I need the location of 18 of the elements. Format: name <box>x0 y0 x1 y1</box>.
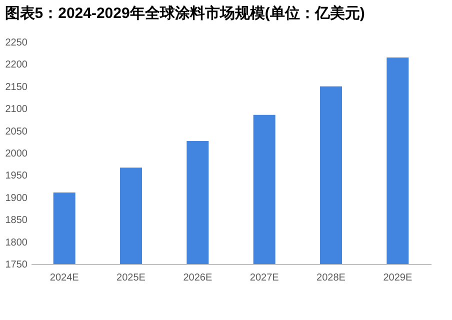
y-tick-label: 2250 <box>5 38 28 48</box>
y-tick-label: 2150 <box>5 82 28 93</box>
x-tick-label: 2029E <box>383 272 412 284</box>
x-tick-label: 2024E <box>50 272 80 284</box>
y-tick-label: 1750 <box>5 260 28 270</box>
x-tick-label: 2025E <box>116 272 146 284</box>
x-tick-label: 2026E <box>183 272 212 284</box>
y-tick-label: 1900 <box>5 192 28 204</box>
y-tick-label: 1950 <box>5 170 28 182</box>
x-tick-label: 2027E <box>250 272 280 284</box>
y-tick-label: 2000 <box>5 148 28 160</box>
x-tick-label: 2028E <box>316 272 346 284</box>
chart-title: 图表5：2024-2029年全球涂料市场规模(单位：亿美元) <box>4 4 365 22</box>
y-tick-label: 1850 <box>5 215 28 226</box>
y-tick-label: 2050 <box>5 126 28 138</box>
y-tick-label: 1800 <box>5 237 28 248</box>
y-tick-label: 2100 <box>5 104 28 116</box>
y-tick-label: 2200 <box>5 60 28 71</box>
